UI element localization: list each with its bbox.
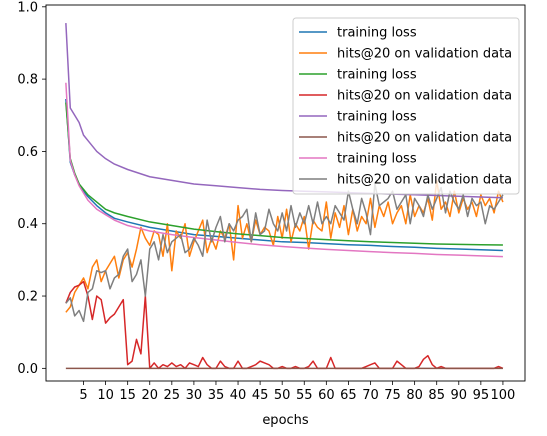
x-tick-label: 15: [119, 388, 136, 403]
x-tick-label: 30: [186, 388, 203, 403]
legend-label: hits@20 on validation data: [337, 131, 512, 146]
x-tick-label: 65: [340, 388, 357, 403]
x-tick-label: 25: [164, 388, 181, 403]
x-tick-label: 35: [208, 388, 225, 403]
x-tick-label: 5: [79, 388, 87, 403]
x-tick-label: 40: [230, 388, 247, 403]
x-tick-label: 80: [406, 388, 423, 403]
x-tick-label: 90: [451, 388, 468, 403]
legend-label: hits@20 on validation data: [337, 89, 512, 104]
x-tick-label: 100: [491, 388, 516, 403]
legend-label: training loss: [337, 152, 417, 167]
x-tick-label: 60: [318, 388, 335, 403]
y-tick-label: 0.0: [17, 362, 38, 377]
legend: training loss hits@20 on validation data t…: [293, 18, 519, 194]
legend-box: [293, 18, 519, 194]
x-tick-label: 85: [428, 388, 445, 403]
legend-label: training loss: [337, 68, 417, 83]
x-axis-label: epochs: [262, 413, 309, 428]
x-tick-label: 50: [274, 388, 291, 403]
legend-label: hits@20 on validation data: [337, 47, 512, 62]
y-tick-label: 0.4: [17, 217, 38, 232]
legend-label: hits@20 on validation data: [337, 173, 512, 188]
legend-label: training loss: [337, 110, 417, 125]
y-tick-label: 0.8: [17, 73, 38, 88]
x-tick-label: 75: [384, 388, 401, 403]
y-tick-label: 1.0: [17, 0, 38, 15]
y-tick-label: 0.2: [17, 290, 38, 305]
x-tick-label: 70: [362, 388, 379, 403]
x-tick-label: 95: [473, 388, 490, 403]
x-tick-label: 55: [296, 388, 313, 403]
x-tick-label: 20: [141, 388, 158, 403]
y-tick-label: 0.6: [17, 145, 38, 160]
x-tick-label: 10: [97, 388, 114, 403]
x-tick-label: 45: [252, 388, 269, 403]
legend-label: training loss: [337, 26, 417, 41]
